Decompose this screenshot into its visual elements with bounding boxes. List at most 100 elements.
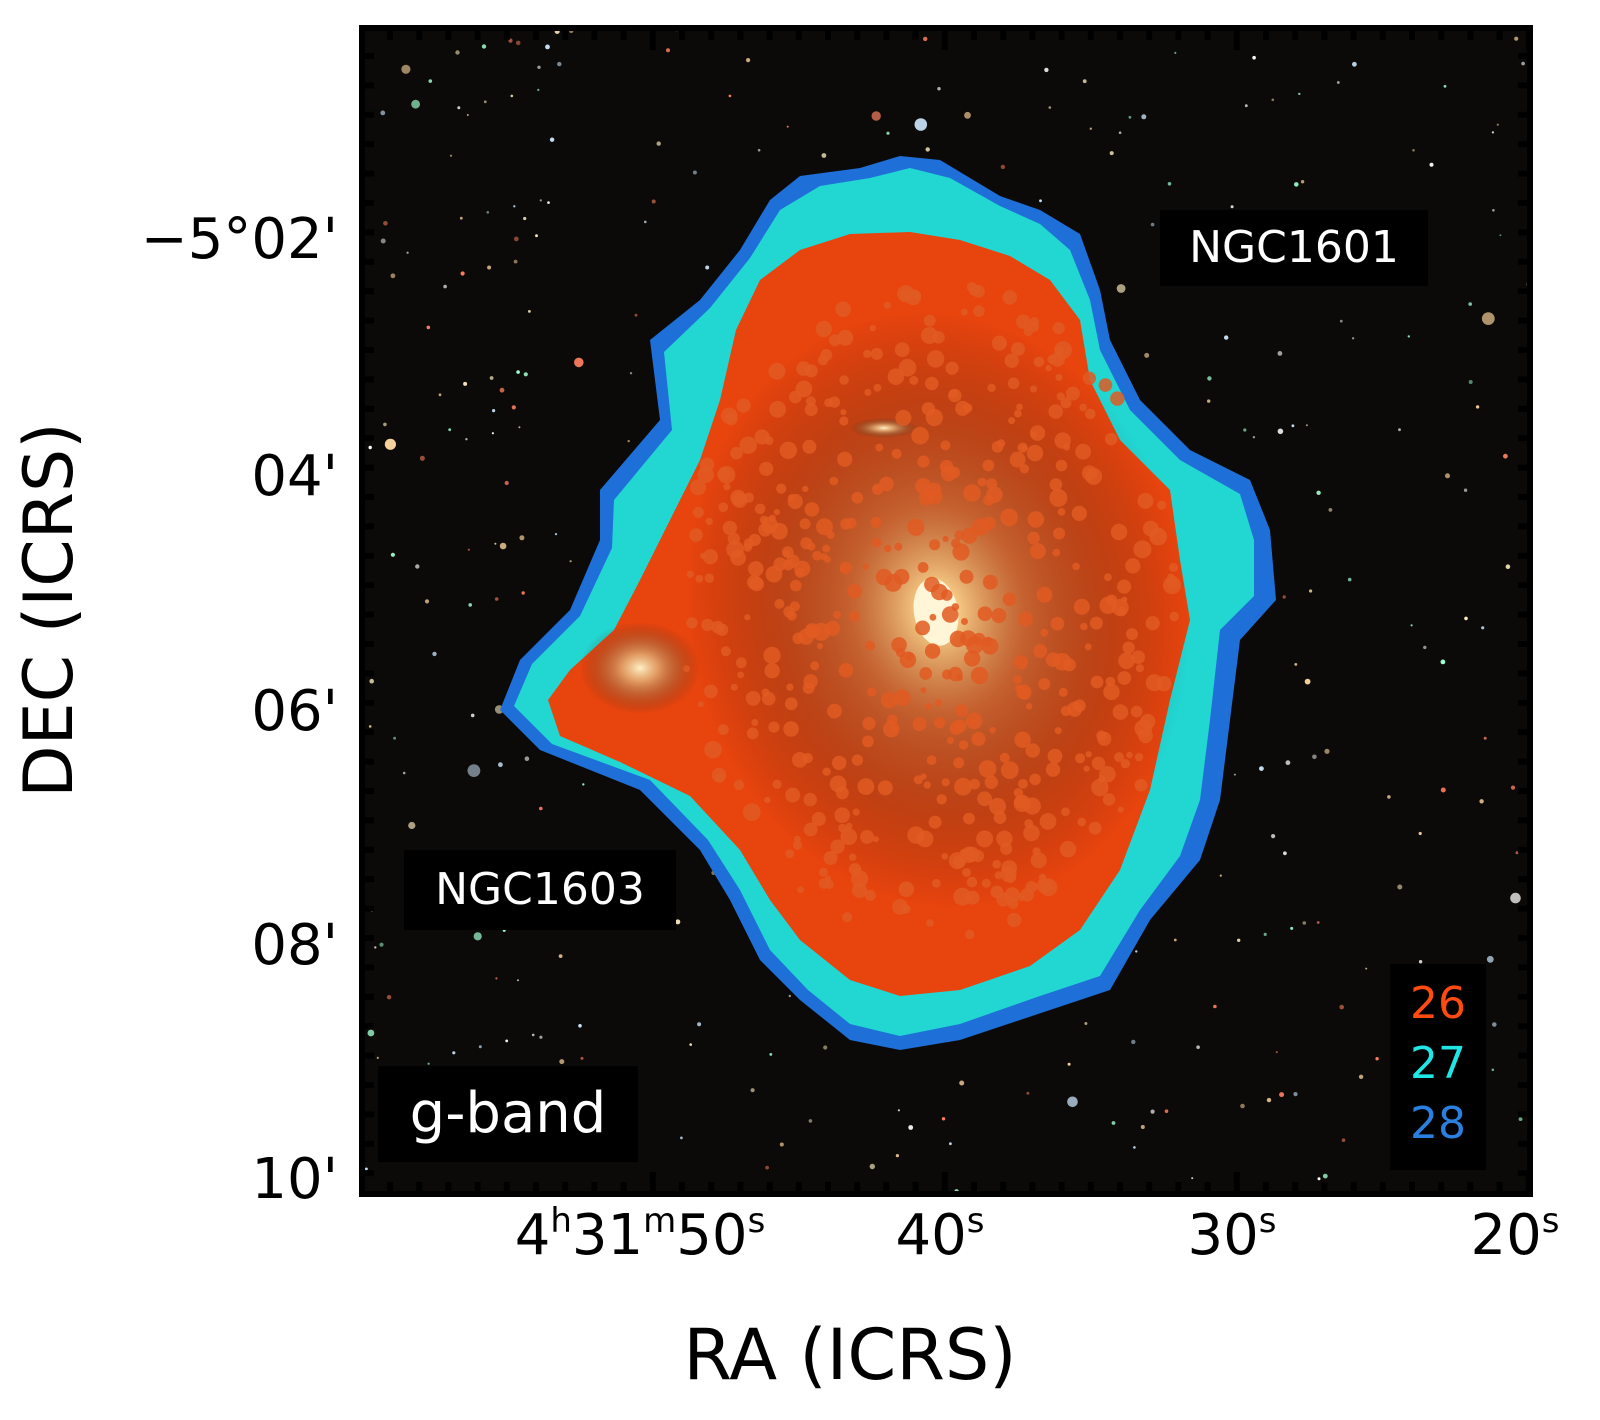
masked-source [835,301,851,318]
masked-source [714,773,725,783]
masked-source [816,518,833,536]
star [455,50,460,55]
star [467,548,470,551]
masked-source [970,666,989,685]
star [487,265,492,270]
star [1398,428,1401,432]
masked-source [966,281,978,293]
star [483,100,487,104]
y-tick-label: −5°02' [140,207,338,272]
star [390,273,396,279]
masked-source [1027,531,1040,545]
masked-source [815,320,832,338]
star [1150,222,1155,227]
masked-source [1061,807,1070,817]
masked-source [961,527,978,544]
masked-source [960,308,969,316]
star [1191,1177,1194,1180]
star [1111,1121,1116,1125]
masked-source [783,721,799,737]
masked-source [1112,704,1129,720]
star [746,58,751,63]
masked-source [711,620,725,634]
star [1481,312,1495,325]
star [1475,405,1480,409]
star [1358,1074,1364,1080]
masked-source [845,822,853,830]
masked-source [954,777,972,796]
x-tick-seconds: 50 [676,1203,748,1268]
star [535,234,538,238]
star [1164,1109,1169,1113]
star [427,1062,430,1065]
masked-source [1057,508,1066,516]
star [1196,1045,1200,1049]
masked-source [1000,761,1019,779]
masked-source [1065,386,1080,401]
star [914,118,928,131]
masked-source [1039,813,1057,830]
masked-source [785,787,801,803]
masked-source [926,919,934,927]
masked-source [981,878,991,888]
star [510,94,514,98]
masked-source [764,663,780,679]
masked-source [1126,751,1133,759]
star [1328,508,1333,512]
star [499,387,505,393]
x-tick-hours: 4 [514,1203,551,1268]
masked-source [911,426,929,445]
masked-source [773,508,781,516]
masked-source [770,522,788,540]
object-label-ngc1603: NGC1603 [404,850,676,930]
star [523,216,527,221]
star [504,480,509,486]
masked-source [863,349,872,358]
masked-source [1103,683,1120,701]
masked-source [799,518,811,530]
legend-item-26: 26 [1410,978,1466,1029]
masked-source [892,899,908,915]
masked-source [1007,912,1022,928]
star [470,713,475,718]
masked-source [1013,655,1028,670]
star [1067,1062,1071,1066]
masked-source [1116,606,1127,617]
masked-source [792,840,803,850]
star [582,783,585,786]
masked-source [689,528,703,542]
star [499,542,507,550]
masked-source [1099,765,1116,783]
masked-source [1023,797,1041,815]
star [1479,799,1484,804]
masked-sources [683,281,1181,940]
masked-source [963,484,981,502]
star [1285,760,1291,766]
star [494,542,497,545]
masked-source [893,689,911,707]
star [1423,645,1427,650]
masked-source [870,516,882,528]
star [757,148,761,152]
masked-source [994,871,1003,880]
masked-source [971,732,986,746]
masked-source [1059,841,1077,858]
star [393,736,396,740]
masked-source [875,443,884,452]
masked-source [1004,353,1019,368]
star [923,36,928,42]
masked-source [790,579,802,592]
star [1293,1092,1298,1097]
star [448,428,452,432]
star [697,1022,702,1027]
masked-source [920,687,927,694]
masked-source [754,503,766,515]
star [408,821,416,830]
star [486,211,490,214]
star [871,111,881,121]
masked-source [838,823,847,833]
masked-source [829,476,839,486]
masked-source [1027,511,1045,528]
star [1128,115,1132,119]
